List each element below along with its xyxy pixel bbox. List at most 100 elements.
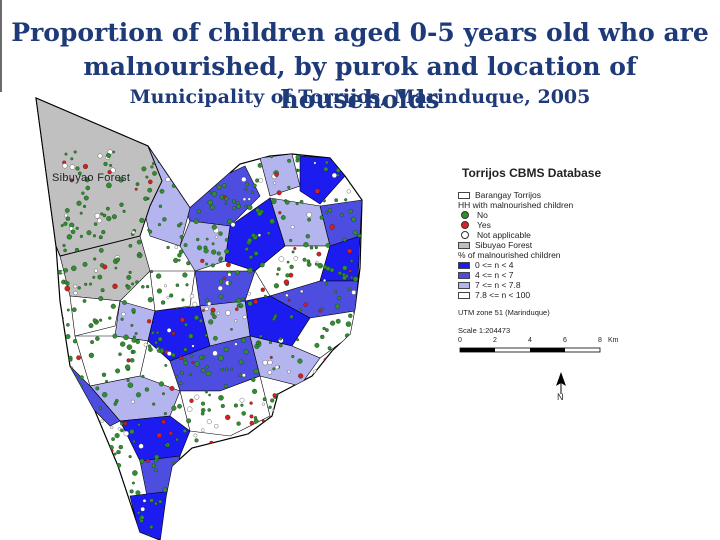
legend-swatch xyxy=(458,281,470,289)
household-point xyxy=(325,210,329,214)
household-point xyxy=(198,318,203,323)
household-point xyxy=(63,248,67,253)
household-point xyxy=(84,282,88,286)
household-point xyxy=(285,293,289,297)
household-point xyxy=(238,373,242,378)
household-point xyxy=(352,230,358,236)
legend-projection: UTM zone 51 (Marinduque) xyxy=(458,308,550,317)
household-point xyxy=(138,443,144,449)
household-point xyxy=(90,340,95,345)
household-point xyxy=(347,455,353,462)
household-point xyxy=(81,191,85,195)
household-point xyxy=(143,196,148,201)
household-point xyxy=(164,284,167,288)
household-point xyxy=(141,374,145,378)
household-point xyxy=(323,278,327,282)
household-point xyxy=(322,199,326,203)
household-point xyxy=(297,416,301,420)
household-point xyxy=(259,512,263,516)
household-point xyxy=(195,506,201,511)
household-point xyxy=(194,438,199,443)
household-point xyxy=(189,177,195,183)
household-point xyxy=(98,248,104,253)
household-point xyxy=(293,246,297,251)
legend-label: HH with malnourished children xyxy=(458,200,574,210)
household-point xyxy=(183,193,188,198)
household-point xyxy=(207,480,214,486)
household-point xyxy=(144,387,150,392)
household-point xyxy=(174,175,178,179)
household-point xyxy=(100,212,104,216)
household-point xyxy=(245,530,251,536)
household-point xyxy=(292,416,296,420)
household-point xyxy=(170,503,176,509)
household-point xyxy=(111,214,117,220)
legend-scale: Scale 1:204473 xyxy=(458,326,511,335)
household-point xyxy=(189,354,194,358)
household-point xyxy=(92,462,97,467)
household-point xyxy=(207,509,212,514)
household-point xyxy=(312,490,318,496)
household-point xyxy=(294,405,300,411)
household-point xyxy=(166,245,170,250)
household-point xyxy=(143,342,148,347)
household-point xyxy=(342,237,347,242)
household-point xyxy=(232,450,236,454)
household-point xyxy=(110,533,115,538)
household-point xyxy=(132,350,136,354)
household-point xyxy=(223,384,228,388)
household-point xyxy=(307,217,311,222)
household-point xyxy=(236,203,242,209)
household-point xyxy=(345,418,350,423)
household-point xyxy=(208,191,212,194)
household-point xyxy=(236,421,241,426)
household-point xyxy=(98,406,103,410)
household-point xyxy=(220,403,225,409)
household-point xyxy=(338,149,343,154)
legend-label: Yes xyxy=(477,220,491,230)
household-point xyxy=(353,435,359,441)
household-point xyxy=(347,439,353,445)
household-point xyxy=(181,499,185,503)
household-point xyxy=(316,523,320,527)
household-point xyxy=(158,204,163,208)
household-point xyxy=(65,334,71,340)
household-point xyxy=(294,482,299,487)
legend-point-symbol xyxy=(461,231,469,239)
household-point xyxy=(290,396,294,400)
household-point xyxy=(327,346,332,351)
household-point xyxy=(189,294,195,299)
household-point xyxy=(357,233,362,238)
household-point xyxy=(132,335,136,339)
household-point xyxy=(211,496,217,503)
household-point xyxy=(270,398,275,403)
household-point xyxy=(128,455,132,459)
legend-label: Sibuyao Forest xyxy=(475,240,533,250)
household-point xyxy=(66,499,72,506)
household-point xyxy=(330,376,334,380)
household-point xyxy=(161,419,166,425)
household-point xyxy=(64,208,70,213)
household-point xyxy=(168,431,173,436)
household-point xyxy=(59,370,64,376)
household-point xyxy=(76,200,82,206)
household-point xyxy=(68,357,73,362)
household-point xyxy=(283,279,290,285)
household-point xyxy=(152,402,156,406)
household-point xyxy=(334,198,339,203)
legend-item: Barangay Torrijos xyxy=(458,190,658,200)
household-point xyxy=(276,424,282,430)
household-point xyxy=(193,498,197,503)
household-point xyxy=(183,347,188,352)
household-point xyxy=(178,515,183,520)
household-point xyxy=(208,174,213,178)
household-point xyxy=(244,247,249,251)
household-point xyxy=(120,422,124,426)
household-point xyxy=(69,226,74,231)
household-point xyxy=(274,172,279,177)
household-point xyxy=(81,495,86,499)
household-point xyxy=(244,187,248,191)
household-point xyxy=(278,343,283,348)
household-point xyxy=(209,517,213,521)
household-point xyxy=(289,238,293,242)
